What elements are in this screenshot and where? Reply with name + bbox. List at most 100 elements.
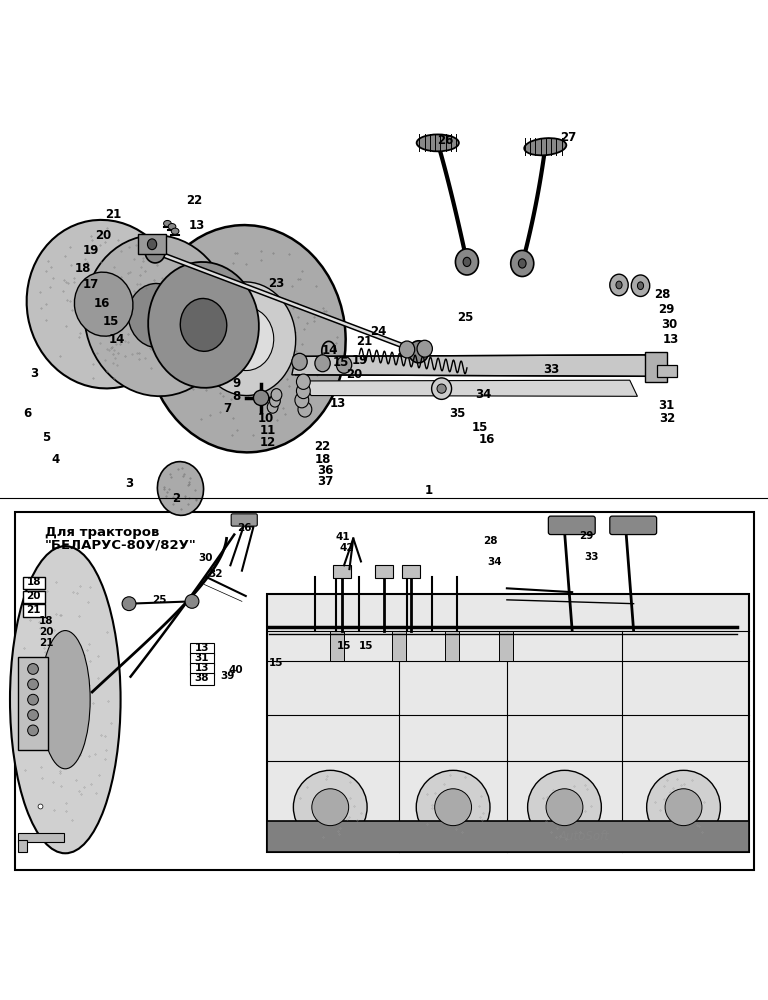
Bar (267, 821, 749, 852)
Text: 24: 24 (369, 325, 386, 338)
Bar (445, 631, 459, 661)
Text: 35: 35 (449, 407, 465, 420)
Ellipse shape (525, 138, 566, 155)
Ellipse shape (336, 356, 352, 373)
Text: 19: 19 (82, 244, 99, 257)
Bar (15, 512, 754, 870)
Ellipse shape (270, 395, 280, 407)
Text: 11: 11 (260, 424, 276, 437)
Text: 29: 29 (658, 303, 675, 316)
Bar (18, 833, 64, 842)
Ellipse shape (463, 257, 471, 267)
Text: 31: 31 (658, 399, 675, 412)
Bar (392, 631, 406, 661)
Text: 21: 21 (27, 605, 41, 615)
Ellipse shape (315, 355, 330, 372)
Text: 32: 32 (209, 569, 223, 579)
Bar (267, 594, 749, 852)
Text: 20: 20 (346, 368, 362, 381)
Ellipse shape (647, 770, 720, 844)
Text: 15: 15 (333, 356, 349, 369)
Text: 26: 26 (237, 523, 251, 533)
Ellipse shape (145, 241, 165, 263)
Bar (0, 116, 768, 498)
Ellipse shape (312, 789, 349, 826)
Bar (190, 653, 214, 665)
Text: 4: 4 (51, 453, 59, 466)
Text: 9: 9 (233, 377, 240, 390)
Text: 40: 40 (228, 665, 243, 675)
Text: 32: 32 (659, 412, 676, 425)
Ellipse shape (180, 298, 227, 351)
Text: 2: 2 (173, 492, 180, 505)
Text: 26: 26 (437, 134, 454, 147)
Text: 30: 30 (660, 318, 677, 331)
Text: 13: 13 (329, 397, 346, 410)
Text: 15: 15 (270, 658, 283, 668)
Ellipse shape (292, 353, 307, 370)
Bar (190, 673, 214, 685)
Bar (645, 352, 667, 382)
Ellipse shape (271, 389, 282, 401)
Text: 5: 5 (42, 431, 50, 444)
Text: 13: 13 (188, 219, 205, 232)
Bar (375, 565, 393, 578)
Ellipse shape (528, 770, 601, 844)
FancyBboxPatch shape (610, 516, 657, 535)
Ellipse shape (157, 462, 204, 515)
Text: 31: 31 (195, 653, 209, 663)
Text: 18: 18 (74, 262, 91, 275)
Bar (138, 234, 166, 254)
Text: 33: 33 (543, 363, 560, 376)
Ellipse shape (10, 546, 121, 853)
Text: 18: 18 (27, 577, 41, 587)
Ellipse shape (171, 228, 179, 234)
Ellipse shape (546, 789, 583, 826)
Text: 25: 25 (152, 595, 166, 605)
FancyBboxPatch shape (231, 514, 257, 526)
Bar (402, 565, 420, 578)
Text: 12: 12 (260, 436, 276, 449)
Text: 36: 36 (317, 464, 334, 477)
Text: "БЕЛАРУС-80У/82У": "БЕЛАРУС-80У/82У" (45, 538, 197, 551)
Text: 13: 13 (195, 663, 209, 673)
Text: 1: 1 (425, 484, 432, 497)
FancyBboxPatch shape (548, 516, 595, 535)
Text: 21: 21 (39, 638, 53, 648)
Bar (333, 565, 351, 578)
Text: 29: 29 (580, 531, 594, 541)
Ellipse shape (296, 374, 310, 389)
Ellipse shape (196, 282, 296, 396)
Bar (18, 657, 48, 750)
Text: 22: 22 (186, 194, 203, 207)
Ellipse shape (146, 225, 346, 452)
Bar (23, 604, 45, 617)
Bar (190, 663, 214, 675)
Ellipse shape (28, 664, 38, 674)
Text: 18: 18 (39, 616, 53, 626)
Text: 34: 34 (475, 388, 492, 401)
Text: 14: 14 (322, 344, 339, 357)
Ellipse shape (128, 283, 187, 348)
Ellipse shape (455, 249, 478, 275)
Ellipse shape (416, 134, 458, 151)
Ellipse shape (296, 383, 310, 399)
Text: 28: 28 (483, 536, 497, 546)
Polygon shape (292, 355, 653, 376)
Ellipse shape (432, 378, 452, 399)
Ellipse shape (218, 307, 273, 371)
Ellipse shape (28, 725, 38, 736)
Text: 14: 14 (108, 333, 125, 346)
Text: 13: 13 (663, 333, 680, 346)
Ellipse shape (298, 402, 312, 417)
Text: 30: 30 (199, 553, 213, 563)
Ellipse shape (610, 274, 628, 296)
Text: 39: 39 (220, 671, 234, 681)
Bar (499, 631, 513, 661)
Text: 13: 13 (195, 643, 209, 653)
Ellipse shape (168, 224, 176, 230)
Ellipse shape (665, 789, 702, 826)
Text: 16: 16 (94, 297, 111, 310)
Ellipse shape (399, 341, 415, 358)
Bar (18, 840, 27, 852)
